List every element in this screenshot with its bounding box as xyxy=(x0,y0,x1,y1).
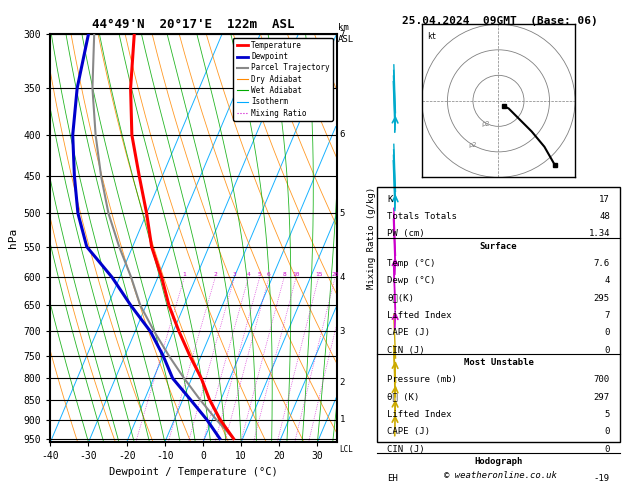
Text: 25.04.2024  09GMT  (Base: 06): 25.04.2024 09GMT (Base: 06) xyxy=(402,16,598,26)
Text: 17: 17 xyxy=(599,195,610,204)
Text: 1: 1 xyxy=(182,272,186,278)
Text: kt: kt xyxy=(427,32,437,41)
Text: 20: 20 xyxy=(331,272,339,278)
Text: 0: 0 xyxy=(604,427,610,436)
Text: Most Unstable: Most Unstable xyxy=(464,358,533,367)
Text: Totals Totals: Totals Totals xyxy=(387,212,457,221)
Text: CAPE (J): CAPE (J) xyxy=(387,329,430,337)
Text: 4: 4 xyxy=(604,277,610,285)
Text: 15: 15 xyxy=(315,272,322,278)
Text: 1: 1 xyxy=(340,415,345,424)
Text: Surface: Surface xyxy=(480,242,517,251)
Text: 4: 4 xyxy=(247,272,250,278)
Text: PW (cm): PW (cm) xyxy=(387,229,425,239)
Text: 1.34: 1.34 xyxy=(588,229,610,239)
Text: 6: 6 xyxy=(267,272,271,278)
Text: 10: 10 xyxy=(292,272,300,278)
Text: θᴄ (K): θᴄ (K) xyxy=(387,393,420,401)
Text: 2: 2 xyxy=(213,272,217,278)
Text: Temp (°C): Temp (°C) xyxy=(387,259,435,268)
Text: 700: 700 xyxy=(594,375,610,384)
Y-axis label: hPa: hPa xyxy=(8,228,18,248)
Text: θᴄ(K): θᴄ(K) xyxy=(387,294,414,303)
Text: 7: 7 xyxy=(340,30,345,38)
Text: Pressure (mb): Pressure (mb) xyxy=(387,375,457,384)
Text: 48: 48 xyxy=(599,212,610,221)
Text: LCL: LCL xyxy=(340,445,353,454)
Text: 3: 3 xyxy=(233,272,237,278)
Text: CIN (J): CIN (J) xyxy=(387,445,425,453)
Text: 5: 5 xyxy=(258,272,262,278)
Text: 0: 0 xyxy=(604,346,610,355)
Text: 5: 5 xyxy=(340,209,345,218)
Text: EH: EH xyxy=(387,474,398,483)
X-axis label: Dewpoint / Temperature (°C): Dewpoint / Temperature (°C) xyxy=(109,467,278,477)
Text: 3: 3 xyxy=(340,327,345,336)
Text: 4: 4 xyxy=(340,273,345,282)
Text: 297: 297 xyxy=(594,393,610,401)
Text: Hodograph: Hodograph xyxy=(474,457,523,466)
Text: 2: 2 xyxy=(340,378,345,387)
Text: 0: 0 xyxy=(604,445,610,453)
Text: © weatheronline.co.uk: © weatheronline.co.uk xyxy=(443,471,557,480)
Text: CIN (J): CIN (J) xyxy=(387,346,425,355)
Text: 7: 7 xyxy=(604,311,610,320)
Text: K: K xyxy=(387,195,392,204)
Text: 8: 8 xyxy=(282,272,286,278)
Text: 295: 295 xyxy=(594,294,610,303)
Text: 6: 6 xyxy=(340,130,345,139)
Text: Lifted Index: Lifted Index xyxy=(387,410,452,419)
Text: CAPE (J): CAPE (J) xyxy=(387,427,430,436)
Text: km: km xyxy=(338,22,348,32)
Text: -19: -19 xyxy=(594,474,610,483)
Text: 5: 5 xyxy=(604,410,610,419)
Text: 7.6: 7.6 xyxy=(594,259,610,268)
Legend: Temperature, Dewpoint, Parcel Trajectory, Dry Adiabat, Wet Adiabat, Isotherm, Mi: Temperature, Dewpoint, Parcel Trajectory… xyxy=(233,38,333,121)
Text: 0: 0 xyxy=(604,329,610,337)
Title: 44°49'N  20°17'E  122m  ASL: 44°49'N 20°17'E 122m ASL xyxy=(92,18,294,32)
Text: ρ2: ρ2 xyxy=(481,122,490,127)
Text: ρ2: ρ2 xyxy=(469,142,477,148)
Text: Lifted Index: Lifted Index xyxy=(387,311,452,320)
Text: ASL: ASL xyxy=(338,35,354,44)
Text: Mixing Ratio (g/kg): Mixing Ratio (g/kg) xyxy=(367,187,376,289)
Text: Dewp (°C): Dewp (°C) xyxy=(387,277,435,285)
